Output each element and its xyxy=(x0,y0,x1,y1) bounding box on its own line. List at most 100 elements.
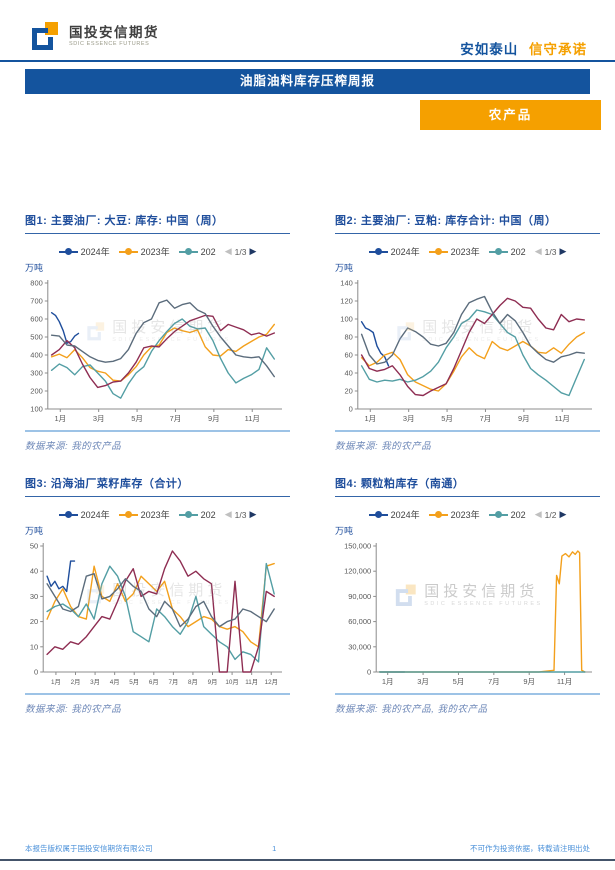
series-line-2022年 xyxy=(46,562,275,663)
legend-marker-icon xyxy=(368,247,388,256)
x-tick-label: 3月 xyxy=(90,678,100,686)
legend-pager: ◀ 1/2 ▶ xyxy=(535,509,567,520)
series-line-2020年 xyxy=(360,295,586,365)
x-tick-label: 11月 xyxy=(245,678,258,686)
legend-item[interactable]: 2023年 xyxy=(118,508,170,521)
y-tick-label: 400 xyxy=(30,351,43,360)
legend-item[interactable]: 202 xyxy=(178,247,216,257)
series-line-2023年 xyxy=(46,562,275,648)
legend-item[interactable]: 2023年 xyxy=(428,245,480,258)
x-tick-label: 5月 xyxy=(453,677,465,686)
chart-title: 图4: 颗粒粕库存（南通） xyxy=(335,475,600,497)
chart-divider xyxy=(25,430,290,432)
legend-label: 202 xyxy=(200,509,216,520)
x-tick-label: 1月 xyxy=(51,678,61,686)
y-tick-label: 90,000 xyxy=(348,592,371,601)
series-line-2024年 xyxy=(46,560,76,593)
y-tick-label: 30 xyxy=(30,592,38,601)
y-tick-label: 150,000 xyxy=(344,542,371,551)
legend-pager: ◀ 1/3 ▶ xyxy=(225,509,257,520)
y-tick-label: 100 xyxy=(340,315,353,324)
header-divider xyxy=(0,60,615,62)
legend-next-icon[interactable]: ▶ xyxy=(559,509,567,519)
legend-marker-icon xyxy=(118,510,138,519)
x-tick-label: 1月 xyxy=(364,414,376,423)
chart-title: 图2: 主要油厂: 豆粕: 库存合计: 中国（周） xyxy=(335,212,600,234)
legend-prev-icon[interactable]: ◀ xyxy=(534,246,542,256)
x-tick-label: 4月 xyxy=(110,678,120,686)
y-axis-unit: 万吨 xyxy=(335,526,354,536)
chart-card-soymeal-inventory: 图2: 主要油厂: 豆粕: 库存合计: 中国（周） 2024年 2023年 202 ◀… xyxy=(335,212,600,452)
legend-marker-icon xyxy=(58,510,78,519)
y-tick-label: 10 xyxy=(30,642,38,651)
legend-prev-icon[interactable]: ◀ xyxy=(224,246,232,256)
legend-label: 2024年 xyxy=(390,247,420,257)
legend-marker-icon xyxy=(58,247,78,256)
y-tick-label: 100 xyxy=(30,405,43,414)
x-tick-label: 5月 xyxy=(131,414,143,423)
legend-item[interactable]: 2023年 xyxy=(428,508,480,521)
legend-prev-icon[interactable]: ◀ xyxy=(534,509,542,519)
legend-item[interactable]: 2023年 xyxy=(118,245,170,258)
y-tick-label: 40 xyxy=(30,567,38,576)
x-tick-label: 11月 xyxy=(555,414,570,423)
series-line-2023年 xyxy=(360,331,586,392)
legend-marker-icon xyxy=(118,247,138,256)
chart-divider xyxy=(335,693,600,695)
company-logo: 国投安信期货 SDIC ESSENCE FUTURES xyxy=(28,20,159,54)
y-tick-label: 30,000 xyxy=(348,642,371,651)
y-axis-unit: 万吨 xyxy=(335,263,354,273)
legend-item[interactable]: 202 xyxy=(488,247,526,257)
y-tick-label: 140 xyxy=(340,279,353,288)
legend-item[interactable]: 202 xyxy=(178,509,216,520)
chart-plot: 0 20 40 60 80 100 120 140 1月 3月 5月 7月 9月 11月 xyxy=(340,279,592,423)
series-line-2023年 xyxy=(379,550,586,673)
legend-marker-icon xyxy=(428,510,448,519)
x-tick-label: 2月 xyxy=(71,678,81,686)
legend-item[interactable]: 2024年 xyxy=(368,245,420,258)
charts-grid: 图1: 主要油厂: 大豆: 库存: 中国（周） 2024年 2023年 202 ◀ 1/… xyxy=(25,212,600,715)
legend-page-indicator: 1/3 xyxy=(234,246,247,257)
series-line-2022年 xyxy=(360,309,586,397)
legend-item[interactable]: 2024年 xyxy=(368,508,420,521)
legend-label: 2023年 xyxy=(140,247,170,257)
data-source: 数据来源: 我的农产品 xyxy=(335,441,432,452)
legend-item[interactable]: 2024年 xyxy=(58,508,110,521)
legend-next-icon[interactable]: ▶ xyxy=(559,246,567,256)
legend-next-icon[interactable]: ▶ xyxy=(249,246,257,256)
x-tick-label: 7月 xyxy=(488,677,500,686)
chart-title: 图3: 沿海油厂菜籽库存（合计） xyxy=(25,475,290,497)
chart-plot: 100 200 300 400 500 600 700 800 1月 3月 5月 7月 9月 11月 xyxy=(30,279,282,423)
legend-prev-icon[interactable]: ◀ xyxy=(224,509,232,519)
slogan-part-orange: 信守承诺 xyxy=(529,42,587,57)
chart-card-rapeseed-inventory: 图3: 沿海油厂菜籽库存（合计） 2024年 2023年 202 ◀ 1/3 ▶ 万吨 0… xyxy=(25,475,290,715)
y-tick-label: 0 xyxy=(367,668,371,677)
chart-plot: 0 10 20 30 40 50 1月 2月 3月 4月 5月 6月 7月 8月 9月 10月 11月 12月 xyxy=(30,542,282,686)
x-tick-label: 11月 xyxy=(245,414,260,423)
legend-next-icon[interactable]: ▶ xyxy=(249,509,257,519)
legend-pager: ◀ 1/3 ▶ xyxy=(535,246,567,257)
x-tick-label: 9月 xyxy=(208,678,218,686)
legend-item[interactable]: 2024年 xyxy=(58,245,110,258)
x-tick-label: 9月 xyxy=(518,414,530,423)
x-tick-label: 9月 xyxy=(523,677,535,686)
legend-marker-icon xyxy=(488,247,508,256)
y-tick-label: 200 xyxy=(30,387,43,396)
legend-item[interactable]: 202 xyxy=(488,510,526,520)
series-line-2020年 xyxy=(46,573,275,628)
legend-label: 2023年 xyxy=(450,247,480,257)
y-tick-label: 40 xyxy=(344,369,352,378)
page-footer: 本报告版权属于国投安信期货有限公司 1 不可作为投资依据，转载请注明出处 xyxy=(25,843,590,854)
chart-legend: 2024年 2023年 202 ◀ 1/3 ▶ xyxy=(335,245,600,258)
x-tick-label: 3月 xyxy=(417,677,429,686)
page-bottom-rule xyxy=(0,859,615,861)
data-source: 数据来源: 我的农产品 xyxy=(25,441,122,452)
y-tick-label: 500 xyxy=(30,333,43,342)
chart-divider xyxy=(25,693,290,695)
y-tick-label: 120,000 xyxy=(344,567,371,576)
y-tick-label: 0 xyxy=(349,405,353,414)
x-tick-label: 10月 xyxy=(225,678,238,686)
x-tick-label: 6月 xyxy=(149,678,159,686)
y-tick-label: 50 xyxy=(30,542,38,551)
series-line-2021年 xyxy=(50,314,276,389)
